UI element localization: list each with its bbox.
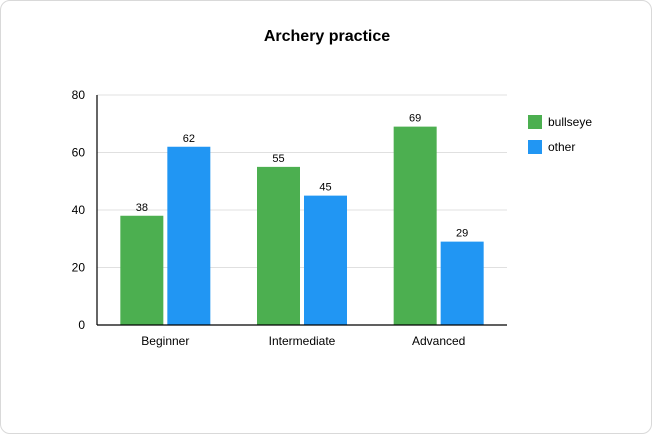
y-tick-label: 20 bbox=[72, 261, 86, 275]
y-tick-label: 80 bbox=[72, 88, 86, 102]
bar-bullseye bbox=[120, 215, 164, 325]
bar-bullseye bbox=[257, 166, 300, 325]
data-label: 55 bbox=[272, 153, 284, 165]
x-axis-ticks: Beginner Intermediate Advanced bbox=[141, 334, 465, 348]
data-label: 38 bbox=[136, 202, 148, 214]
legend: bullseye other bbox=[528, 115, 592, 154]
x-tick-label: Intermediate bbox=[269, 334, 336, 348]
x-tick-label: Beginner bbox=[141, 334, 189, 348]
y-axis-ticks: 0 20 40 60 80 bbox=[72, 88, 86, 332]
legend-label-bullseye: bullseye bbox=[548, 115, 592, 129]
legend-swatch-other bbox=[528, 140, 542, 154]
chart-title: Archery practice bbox=[264, 28, 390, 45]
x-tick-label: Advanced bbox=[412, 334, 465, 348]
data-label: 29 bbox=[456, 228, 468, 240]
y-tick-label: 40 bbox=[72, 203, 86, 217]
y-tick-label: 0 bbox=[78, 318, 85, 332]
bar-other bbox=[304, 195, 347, 325]
bar-other bbox=[167, 146, 211, 325]
gridlines bbox=[97, 94, 507, 268]
data-label: 45 bbox=[319, 182, 331, 194]
bars: 38 62 55 45 69 29 bbox=[120, 113, 484, 325]
bar-other bbox=[440, 241, 484, 325]
y-tick-label: 60 bbox=[72, 146, 86, 160]
legend-swatch-bullseye bbox=[528, 115, 542, 129]
data-label: 62 bbox=[183, 133, 195, 145]
data-label: 69 bbox=[409, 113, 421, 125]
bar-bullseye bbox=[393, 126, 437, 325]
legend-label-other: other bbox=[548, 140, 575, 154]
